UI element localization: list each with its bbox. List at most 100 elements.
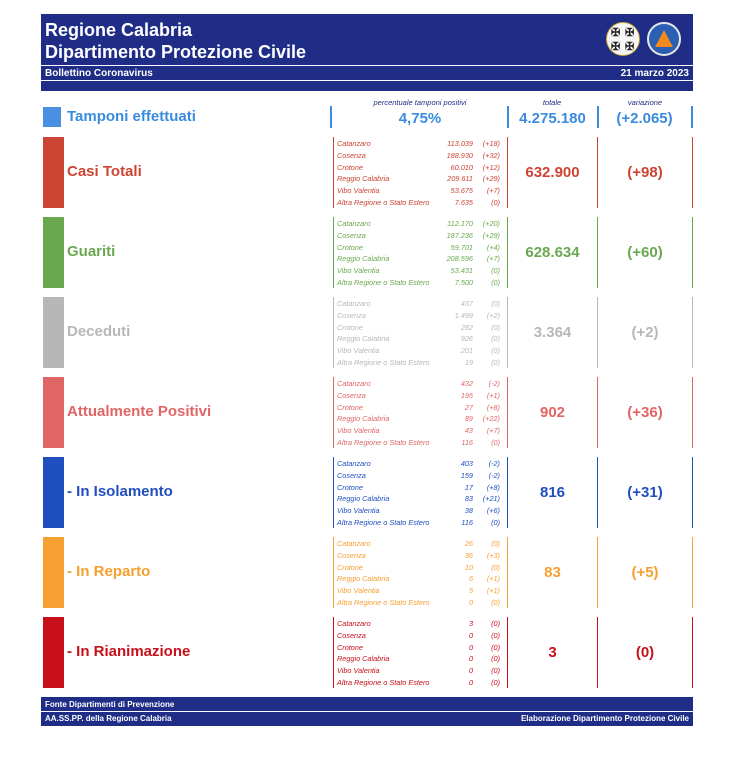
province-delta: (0) [491, 299, 500, 308]
province-name: Catanzaro [337, 539, 371, 548]
province-value: 0 [468, 666, 473, 676]
province-line: Altra Regione o Stato Estero 7.635 (0) [337, 197, 502, 209]
province-delta: (+4) [486, 242, 500, 252]
province-line: Catanzaro 112.170 (+20) [337, 218, 502, 230]
province-value: 0 [468, 597, 473, 607]
header-divider [41, 65, 693, 66]
province-line: Crotone 59.701 (+4) [337, 242, 502, 254]
footer-banner: Fonte Dipartimenti di Prevenzione AA.SS.… [41, 697, 693, 726]
province-value: 432 [460, 379, 473, 388]
province-value: 6 [468, 574, 473, 584]
province-name: Cosenza [337, 150, 366, 160]
province-name: Reggio Calabria [337, 494, 390, 504]
province-line: Reggio Calabria 0 (0) [337, 653, 502, 665]
category-color-bar [43, 617, 64, 688]
stat-row: Guariti Catanzaro 112.170 (+20) Cosenza 187.2… [0, 217, 745, 288]
column-divider [597, 377, 598, 448]
province-line: Reggio Calabria 926 (0) [337, 333, 502, 345]
category-title: Casi Totali [67, 163, 142, 180]
province-line: Reggio Calabria 208.596 (+7) [337, 253, 502, 265]
province-value: 0 [468, 677, 473, 687]
category-title: Attualmente Positivi [67, 403, 212, 420]
province-delta: (0) [491, 357, 500, 367]
column-divider [507, 377, 508, 448]
column-divider [333, 137, 334, 208]
tamponi-color-marker [43, 107, 61, 127]
stat-row: Attualmente Positivi Catanzaro 432 (-2) Cose… [0, 377, 745, 448]
category-title: Guariti [67, 243, 116, 260]
column-divider [507, 537, 508, 608]
province-delta: (0) [491, 677, 500, 687]
category-variation: (0) [635, 644, 655, 661]
column-divider [333, 537, 334, 608]
column-divider [692, 457, 693, 528]
province-delta: (-2) [488, 379, 500, 388]
category-title: - In Reparto [67, 563, 151, 580]
province-line: Cosenza 159 (-2) [337, 470, 502, 482]
province-name: Reggio Calabria [337, 254, 390, 264]
region-title: Regione Calabria [45, 20, 193, 40]
column-divider [597, 297, 598, 368]
province-name: Catanzaro [337, 619, 371, 628]
province-name: Vibo Valentia [337, 506, 380, 516]
province-name: Catanzaro [337, 299, 371, 308]
category-total: 632.900 [525, 164, 580, 181]
province-name: Altra Regione o Stato Estero [337, 677, 430, 687]
stat-row: Casi Totali Catanzaro 113.039 (+18) Cosenza 1… [0, 137, 745, 208]
category-total: 3 [548, 644, 557, 661]
department-title: Dipartimento Protezione Civile [45, 42, 307, 62]
protezione-civile-logo-icon [647, 22, 681, 56]
province-delta: (+7) [486, 426, 500, 436]
province-line: Crotone 60.010 (+12) [337, 162, 502, 174]
province-value: 10 [464, 562, 473, 572]
province-delta: (0) [491, 654, 500, 664]
column-divider [597, 457, 598, 528]
province-value: 403 [460, 459, 473, 468]
footer-credit: Elaborazione Dipartimento Protezione Civ… [520, 714, 689, 723]
province-delta: (0) [491, 666, 500, 676]
province-line: Catanzaro 113.039 (+18) [337, 138, 502, 150]
province-value: 19 [464, 357, 473, 367]
province-name: Altra Regione o Stato Estero [337, 437, 430, 447]
category-color-bar [43, 457, 64, 528]
column-divider [507, 457, 508, 528]
province-delta: (+8) [486, 402, 500, 412]
category-color-bar [43, 217, 64, 288]
province-name: Vibo Valentia [337, 186, 380, 196]
category-color-bar [43, 377, 64, 448]
tamponi-divider [330, 106, 332, 128]
province-name: Cosenza [337, 550, 366, 560]
column-divider [692, 377, 693, 448]
label-positive-percentage: percentuale tamponi positivi [373, 98, 467, 107]
tamponi-divider [691, 106, 693, 128]
province-value: 26 [464, 539, 473, 548]
category-color-bar [43, 537, 64, 608]
province-line: Catanzaro 403 (-2) [337, 458, 502, 470]
category-title: Deceduti [67, 323, 131, 340]
province-line: Crotone 17 (+8) [337, 482, 502, 494]
bulletin-date: 21 marzo 2023 [620, 68, 689, 79]
province-breakdown: Catanzaro 437 (0) Cosenza 1.499 (+2) Crotone 28… [337, 298, 502, 369]
column-divider [597, 537, 598, 608]
province-value: 209.611 [447, 174, 473, 184]
province-delta: (0) [491, 517, 500, 527]
province-value: 53.675 [450, 186, 473, 196]
category-total: 628.634 [525, 244, 580, 261]
footer-source-asp: AA.SS.PP. della Regione Calabria [45, 714, 172, 723]
column-divider [507, 217, 508, 288]
category-variation: (+60) [627, 244, 663, 261]
category-total: 902 [539, 404, 566, 421]
province-value: 7.635 [454, 197, 473, 207]
province-value: 926 [460, 334, 473, 344]
province-name: Crotone [337, 402, 363, 412]
category-variation: (+31) [627, 484, 663, 501]
footer-divider [41, 711, 693, 712]
category-variation: (+98) [627, 164, 663, 181]
province-value: 195 [460, 390, 473, 400]
column-divider [333, 377, 334, 448]
province-delta: (0) [491, 334, 500, 344]
column-divider [507, 297, 508, 368]
column-divider [692, 137, 693, 208]
stat-row: - In Reparto Catanzaro 26 (0) Cosenza 36 (+3) C… [0, 537, 745, 608]
province-line: Altra Regione o Stato Estero 7.500 (0) [337, 277, 502, 289]
